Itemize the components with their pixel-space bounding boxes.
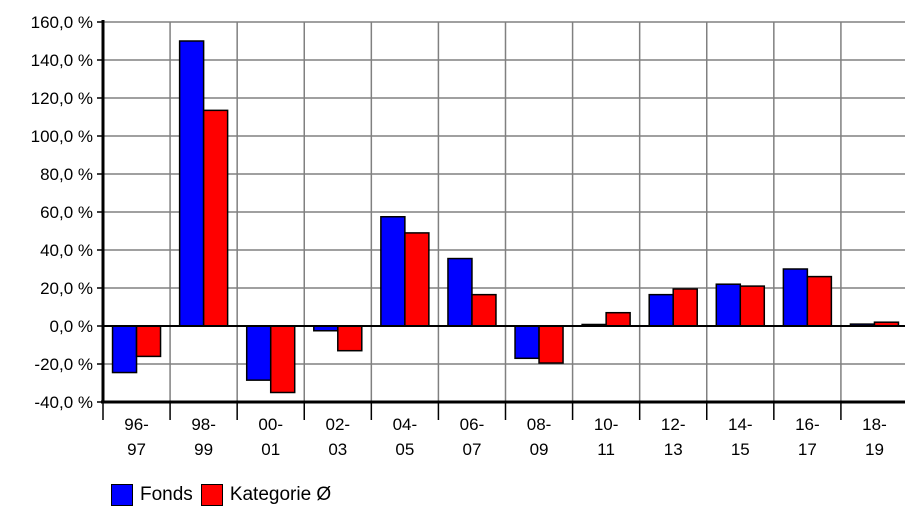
x-tick-label: 01 xyxy=(261,440,280,459)
x-tick-label: 00- xyxy=(258,415,283,434)
bar-fonds xyxy=(380,216,406,327)
x-tick-label: 11 xyxy=(597,440,615,459)
x-tick-label: 10- xyxy=(594,415,619,434)
y-tick-label: 120,0 % xyxy=(31,89,93,108)
y-axis-labels: -40,0 % -20,0 % 0,0 % 20,0 % 40,0 % 60,0 % 80,… xyxy=(31,13,93,412)
bar-kategorie xyxy=(337,325,363,352)
bar-chart: -40,0 % -20,0 % 0,0 % 20,0 % 40,0 % 60,0 % 80,… xyxy=(31,13,905,459)
x-tick-label: 08- xyxy=(527,415,552,434)
bar-kategorie xyxy=(471,293,497,327)
x-tick-label: 06- xyxy=(460,415,485,434)
legend: Fonds Kategorie Ø xyxy=(111,482,339,508)
x-tick-label: 17 xyxy=(798,440,817,459)
bar-kategorie xyxy=(672,288,698,327)
x-tick-label: 04- xyxy=(393,415,418,434)
bar-fonds xyxy=(111,325,138,374)
bar-fonds xyxy=(782,268,809,327)
x-tick-label: 09 xyxy=(530,440,549,459)
bar-fonds xyxy=(648,293,674,327)
bar-kategorie xyxy=(135,325,162,358)
x-tick-label: 19 xyxy=(865,440,884,459)
x-tick-label: 03 xyxy=(328,440,347,459)
bar-kategorie xyxy=(202,109,229,327)
x-axis-labels: 96- 97 98- 99 00- 01 02- 03 04- 05 06- 07 08- 09 10- 11… xyxy=(124,415,886,459)
bar-fonds xyxy=(715,283,742,327)
bar-fonds xyxy=(514,325,540,360)
bar-kategorie xyxy=(404,232,430,327)
y-tick-label: 140,0 % xyxy=(31,51,93,70)
x-tick-label: 05 xyxy=(395,440,414,459)
legend-label-fonds: Fonds xyxy=(140,484,193,505)
axes xyxy=(97,20,905,420)
x-tick-label: 15 xyxy=(731,440,750,459)
y-tick-label: 80,0 % xyxy=(40,165,93,184)
x-tick-label: 13 xyxy=(664,440,683,459)
legend-label-kategorie: Kategorie Ø xyxy=(229,484,332,505)
bars xyxy=(111,40,900,394)
x-tick-label: 98- xyxy=(191,415,216,434)
bar-fonds xyxy=(245,325,272,381)
bar-kategorie xyxy=(269,325,296,394)
x-tick-label: 18- xyxy=(862,415,887,434)
x-tick-label: 07 xyxy=(462,440,481,459)
y-tick-label: 40,0 % xyxy=(40,241,93,260)
bar-fonds xyxy=(447,257,473,327)
bar-fonds xyxy=(178,40,205,327)
legend-swatch-kategorie xyxy=(200,484,223,506)
x-tick-label: 16- xyxy=(795,415,820,434)
x-tick-label: 02- xyxy=(326,415,351,434)
bar-kategorie xyxy=(806,275,833,327)
y-tick-label: -20,0 % xyxy=(34,355,93,374)
x-tick-label: 97 xyxy=(127,440,146,459)
bar-kategorie xyxy=(538,325,564,364)
legend-item-kategorie: Kategorie Ø xyxy=(200,484,332,506)
y-tick-label: 100,0 % xyxy=(31,127,93,146)
legend-swatch-fonds xyxy=(111,484,133,506)
grid-lines xyxy=(103,21,905,403)
bar-kategorie xyxy=(739,285,766,327)
y-tick-label: 20,0 % xyxy=(40,279,93,298)
x-tick-label: 12- xyxy=(661,415,686,434)
legend-item-fonds: Fonds xyxy=(111,484,193,506)
x-tick-label: 96- xyxy=(124,415,149,434)
x-tick-label: 14- xyxy=(728,415,753,434)
y-tick-label: 0,0 % xyxy=(50,317,93,336)
y-tick-label: -40,0 % xyxy=(34,393,93,412)
y-tick-label: 60,0 % xyxy=(40,203,93,222)
x-tick-label: 99 xyxy=(194,440,213,459)
y-tick-label: 160,0 % xyxy=(31,13,93,32)
bar-kategorie xyxy=(605,311,631,327)
